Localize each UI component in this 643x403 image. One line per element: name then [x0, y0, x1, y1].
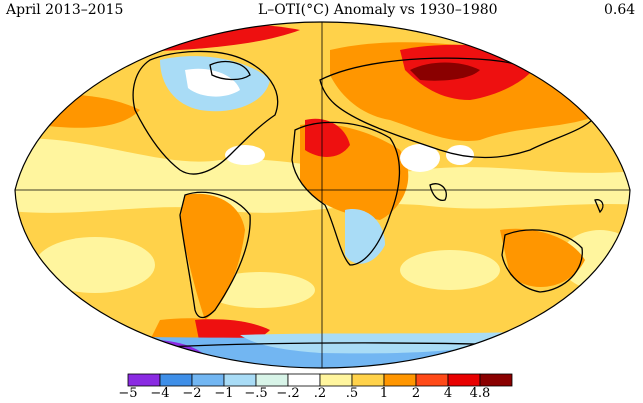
legend-swatch — [159, 373, 193, 387]
siberia-extreme-region — [410, 62, 480, 81]
legend-tick-label: 1 — [379, 386, 389, 401]
legend-tick-label: −1 — [214, 386, 234, 401]
middle-east-neutral-patch — [400, 144, 440, 172]
global-mean-value: 0.64 — [604, 2, 636, 18]
globe-outline — [14, 21, 631, 369]
legend-swatch — [287, 373, 321, 387]
south-africa-cold-region — [345, 209, 385, 264]
legend-tick-label: −5 — [118, 386, 138, 401]
legend-swatch — [319, 373, 353, 387]
legend-swatch — [191, 373, 225, 387]
legend-tick-label: 4 — [443, 386, 453, 401]
north-america-outline — [132, 50, 279, 175]
legend-tick-label: −.5 — [244, 386, 268, 401]
legend-swatch — [351, 373, 385, 387]
color-legend — [127, 373, 513, 387]
india-outline — [429, 183, 447, 201]
africa-outline — [291, 121, 401, 266]
legend-swatch — [223, 373, 257, 387]
australia-outline — [501, 229, 583, 293]
hudson-bay-neutral-region — [185, 68, 240, 97]
legend-tick-label: 2 — [411, 386, 421, 401]
missing-data-region — [88, 331, 128, 345]
legend-tick-label: −4 — [150, 386, 170, 401]
legend-tick-label: .5 — [345, 386, 359, 401]
south-america-outline — [179, 191, 251, 319]
caribbean-neutral-patch — [225, 145, 265, 165]
legend-swatch — [127, 373, 161, 387]
legend-swatch — [415, 373, 449, 387]
period-label: April 2013–2015 — [6, 2, 124, 18]
japan-outline — [594, 199, 604, 214]
legend-swatch — [383, 373, 417, 387]
sahara-hot-region — [305, 118, 350, 157]
legend-swatch — [255, 373, 289, 387]
legend-tick-label: 4.8 — [469, 386, 491, 401]
legend-swatch — [447, 373, 481, 387]
map-title: L–OTI(°C) Anomaly vs 1930–1980 — [258, 2, 498, 18]
australia-warm-region — [500, 228, 585, 287]
legend-tick-label: −.2 — [276, 386, 300, 401]
legend-tick-label: −2 — [182, 386, 202, 401]
greenland-outline — [209, 61, 251, 81]
anomaly-map — [14, 21, 631, 369]
south-pacific-pale-patch — [35, 237, 155, 293]
legend-swatch — [479, 373, 513, 387]
indian-ocean-pale-patch — [400, 250, 500, 290]
anomaly-field — [15, 22, 630, 368]
legend-tick-label: .2 — [313, 386, 327, 401]
eurasia-outline — [319, 57, 601, 159]
